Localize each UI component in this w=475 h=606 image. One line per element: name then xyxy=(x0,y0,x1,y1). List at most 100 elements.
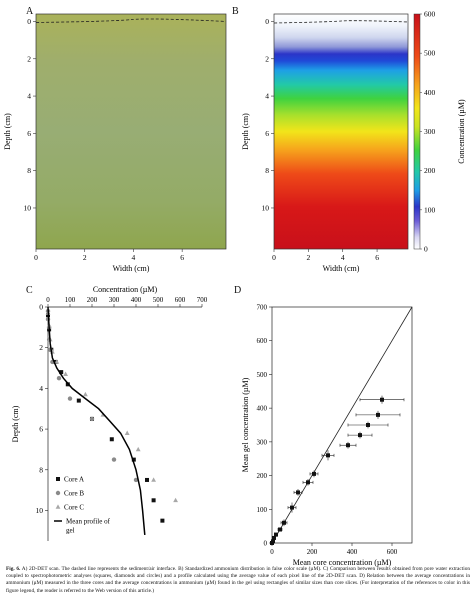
data-point xyxy=(271,539,275,544)
x-tick-label: 400 xyxy=(131,296,142,304)
x-tick-label: 6 xyxy=(375,253,379,262)
y-axis-label: Depth (cm) xyxy=(241,113,250,150)
core-a-point xyxy=(151,498,156,503)
core-a-point xyxy=(131,457,136,462)
y-axis-label: Depth (cm) xyxy=(3,113,12,150)
x-tick-label: 100 xyxy=(65,296,76,304)
y-tick-label: 10 xyxy=(262,203,270,212)
colorbar-tick-label: 300 xyxy=(424,127,436,136)
core-b-point xyxy=(89,416,95,422)
y-tick-label: 6 xyxy=(27,129,31,138)
core-c-point xyxy=(124,430,130,435)
scan-image xyxy=(36,14,226,249)
core-c-point xyxy=(83,391,88,397)
x-tick-label: 2 xyxy=(306,253,310,262)
core-b-point xyxy=(111,457,117,462)
panel-d-scatter-chart: 0 200 400 600 0 100 200 300 400 500 600 700 Mean cor… xyxy=(241,304,413,567)
y-tick-label: 500 xyxy=(257,371,268,379)
y-tick-label: 0 xyxy=(264,540,268,548)
y-tick-label: 2 xyxy=(27,54,31,63)
mean-profile-line xyxy=(47,306,146,535)
legend-core-a-label: Core A xyxy=(64,476,84,484)
y-tick-label: 8 xyxy=(39,465,43,474)
y-tick-label: 8 xyxy=(265,166,269,175)
core-a-point xyxy=(76,398,81,403)
y-tick-label: 2 xyxy=(39,343,43,352)
y-tick-label: 10 xyxy=(24,203,32,212)
x-tick-label: 0 xyxy=(272,253,276,262)
y-axis-label: Mean gel concentration (µM) xyxy=(241,377,250,472)
x-tick-label: 300 xyxy=(109,296,120,304)
core-a-point xyxy=(160,518,165,523)
core-c-point xyxy=(151,477,156,482)
one-to-one-line xyxy=(271,306,413,544)
legend-mean-profile-line2: gel xyxy=(66,527,75,535)
y-tick-label: 300 xyxy=(257,438,268,446)
x-axis-label: Mean core concentration (µM) xyxy=(293,558,392,567)
colorbar-tick-label: 100 xyxy=(424,205,436,214)
x-tick-label: 4 xyxy=(132,253,136,262)
sediment-air-interface-line xyxy=(273,20,409,24)
y-tick-label: 200 xyxy=(257,472,268,480)
legend-core-c-label: Core C xyxy=(64,504,84,512)
y-tick-label: 0 xyxy=(265,17,269,26)
x-axis-label: Width (cm) xyxy=(323,264,360,273)
legend-core-a-marker xyxy=(56,477,60,481)
legend-core-b-label: Core B xyxy=(64,490,84,498)
x-tick-label: 200 xyxy=(307,548,318,556)
legend-core-b-marker xyxy=(55,490,61,496)
data-point xyxy=(326,453,330,458)
colorbar-label: Concentration (µM) xyxy=(457,99,466,164)
data-point xyxy=(376,412,380,417)
panel-a-letter: A xyxy=(26,6,34,17)
x-tick-label: 200 xyxy=(87,296,98,304)
data-point xyxy=(272,535,276,540)
data-point xyxy=(296,490,300,495)
x-tick-label: 2 xyxy=(83,253,87,262)
y-tick-label: 6 xyxy=(39,425,43,434)
colorbar-tick-label: 400 xyxy=(424,88,436,97)
y-tick-label: 4 xyxy=(39,384,43,393)
x-tick-label: 400 xyxy=(347,548,358,556)
x-tick-label: 0 xyxy=(34,253,38,262)
panel-b-letter: B xyxy=(232,6,239,17)
panel-b-colormap: 0 2 4 6 0 2 4 6 8 10 Width (cm) Depth (cm) 0 100 200 30… xyxy=(241,10,466,274)
data-point xyxy=(366,423,370,427)
ammonium-colormap xyxy=(274,14,408,249)
y-tick-label: 0 xyxy=(39,303,43,312)
data-point xyxy=(346,443,350,448)
y-tick-label: 4 xyxy=(265,92,269,101)
y-tick-label: 100 xyxy=(257,506,268,514)
plot-frame xyxy=(273,13,409,250)
data-point xyxy=(290,505,294,510)
x-tick-label: 4 xyxy=(341,253,345,262)
core-c-point xyxy=(173,497,178,503)
data-point xyxy=(312,471,316,476)
colorbar-tick-label: 600 xyxy=(424,10,436,19)
figure-caption: Fig. 6. A) 2D-DET scan. The dashed line … xyxy=(6,566,470,595)
core-b-point xyxy=(133,477,139,483)
y-tick-label: 2 xyxy=(265,54,269,63)
y-tick-label: 0 xyxy=(27,17,31,26)
x-tick-label: 600 xyxy=(175,296,186,304)
y-tick-label: 700 xyxy=(257,304,268,312)
plot-frame xyxy=(271,306,413,544)
data-point xyxy=(282,520,286,525)
panel-a-scan: 0 2 4 6 0 2 4 6 8 10 Width (cm) Depth (cm) xyxy=(3,13,227,273)
sediment-air-interface-line xyxy=(35,18,227,23)
colorbar-tick-label: 200 xyxy=(424,166,436,175)
core-c-point xyxy=(135,446,141,452)
core-b-point xyxy=(67,396,73,401)
x-tick-label: 0 xyxy=(270,548,274,556)
core-a-point xyxy=(109,437,114,442)
colorbar-tick-label: 0 xyxy=(424,245,428,254)
x-tick-label: 0 xyxy=(46,296,50,304)
x-tick-label: 700 xyxy=(197,296,208,304)
core-a-point xyxy=(59,370,64,375)
y-tick-label: 8 xyxy=(27,166,31,175)
caption-lead: Fig. 6. xyxy=(6,566,21,572)
x-tick-label: 500 xyxy=(153,296,164,304)
legend-mean-profile-label: Mean profile of gel xyxy=(66,518,111,535)
y-tick-label: 10 xyxy=(36,506,44,515)
data-point xyxy=(380,397,384,402)
